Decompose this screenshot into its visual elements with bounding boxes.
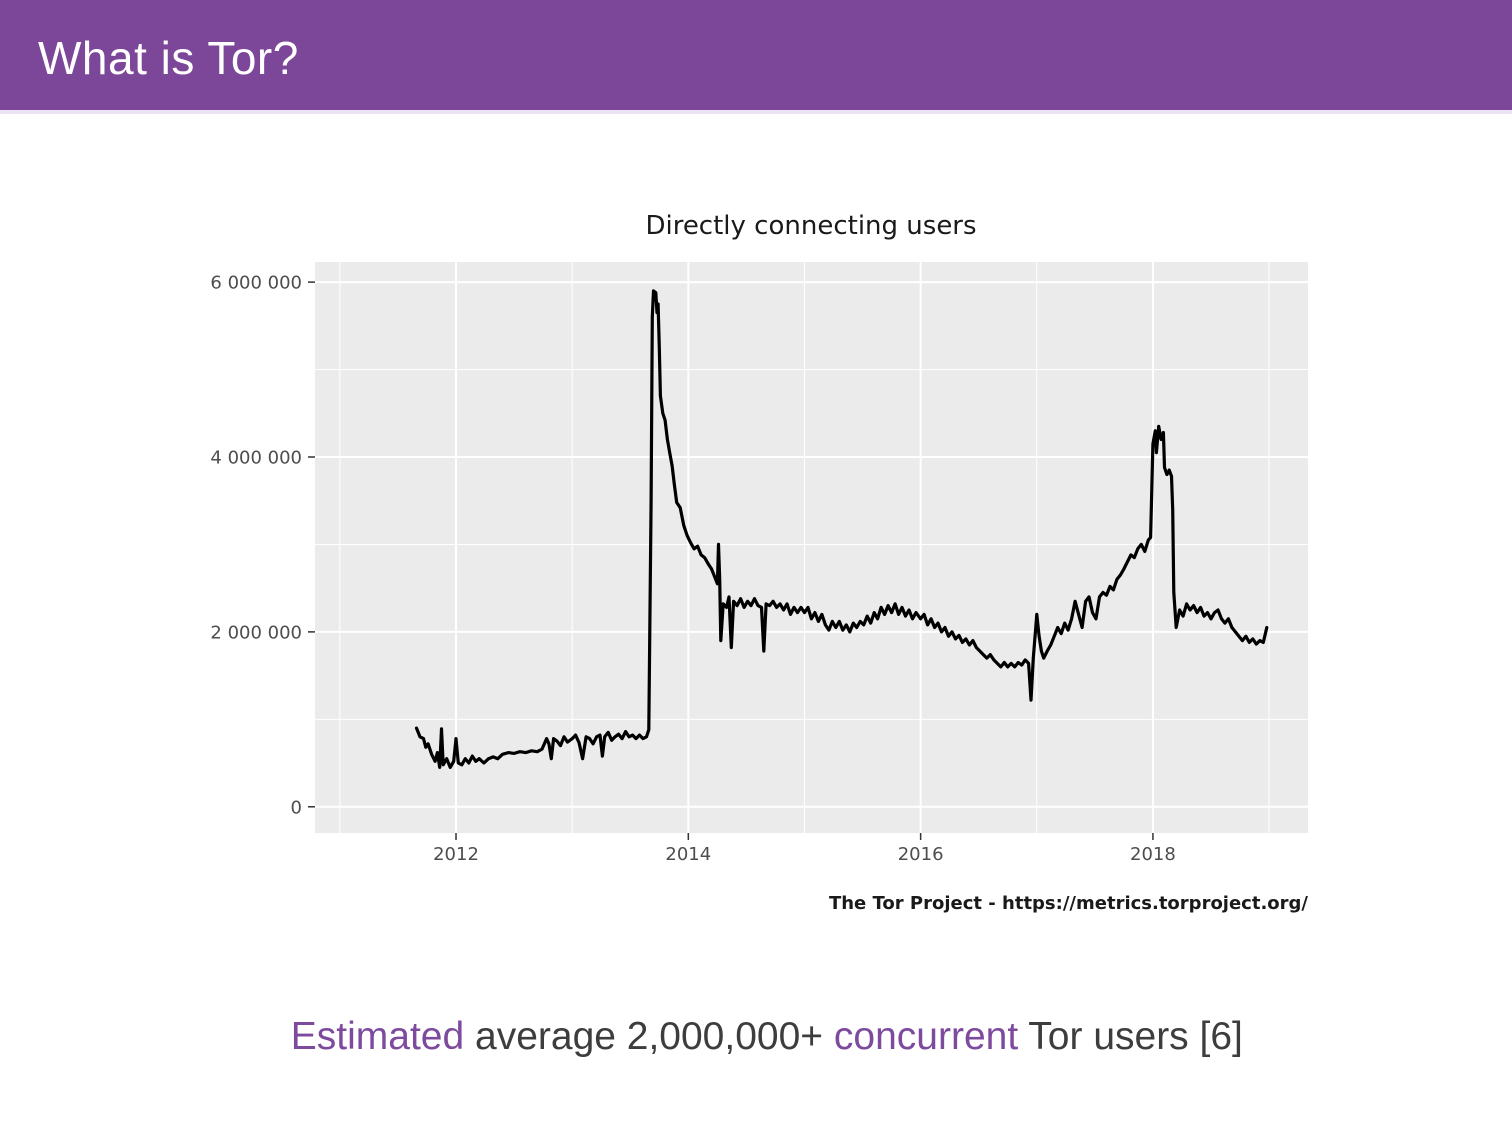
grid-minor xyxy=(315,262,1308,833)
x-tick-label: 2018 xyxy=(1130,844,1176,865)
y-tick-label: 4 000 000 xyxy=(210,447,302,468)
x-tick-label: 2012 xyxy=(433,844,479,865)
chart-title: Directly connecting users xyxy=(645,211,976,241)
slide-header: What is Tor? xyxy=(0,0,1512,110)
caption-text-average: average 2,000,000+ xyxy=(464,1015,834,1058)
header-divider xyxy=(0,110,1512,114)
caption-text-tor-users: Tor users [6] xyxy=(1018,1015,1243,1058)
y-tick-label: 6 000 000 xyxy=(210,273,302,294)
caption-accent-concurrent: concurrent xyxy=(833,1015,1019,1058)
chart-source: The Tor Project - https://metrics.torpro… xyxy=(829,893,1308,914)
y-tick-label: 0 xyxy=(291,797,302,818)
axis-labels: 0 2 000 000 4 000 000 6 000 000 2012 2014 2016… xyxy=(210,273,1175,865)
series-line xyxy=(414,289,1269,769)
slide-title: What is Tor? xyxy=(38,32,299,84)
caption: Estimated average 2,000,000+ concurrent … xyxy=(0,971,1512,1059)
x-tick-label: 2014 xyxy=(665,844,711,865)
x-tick-label: 2016 xyxy=(898,844,944,865)
axis-ticks xyxy=(308,281,1154,840)
caption-accent-estimated: Estimated xyxy=(290,1015,465,1058)
y-tick-label: 2 000 000 xyxy=(210,622,302,643)
users-line xyxy=(414,289,1269,769)
chart-panel xyxy=(315,262,1308,833)
